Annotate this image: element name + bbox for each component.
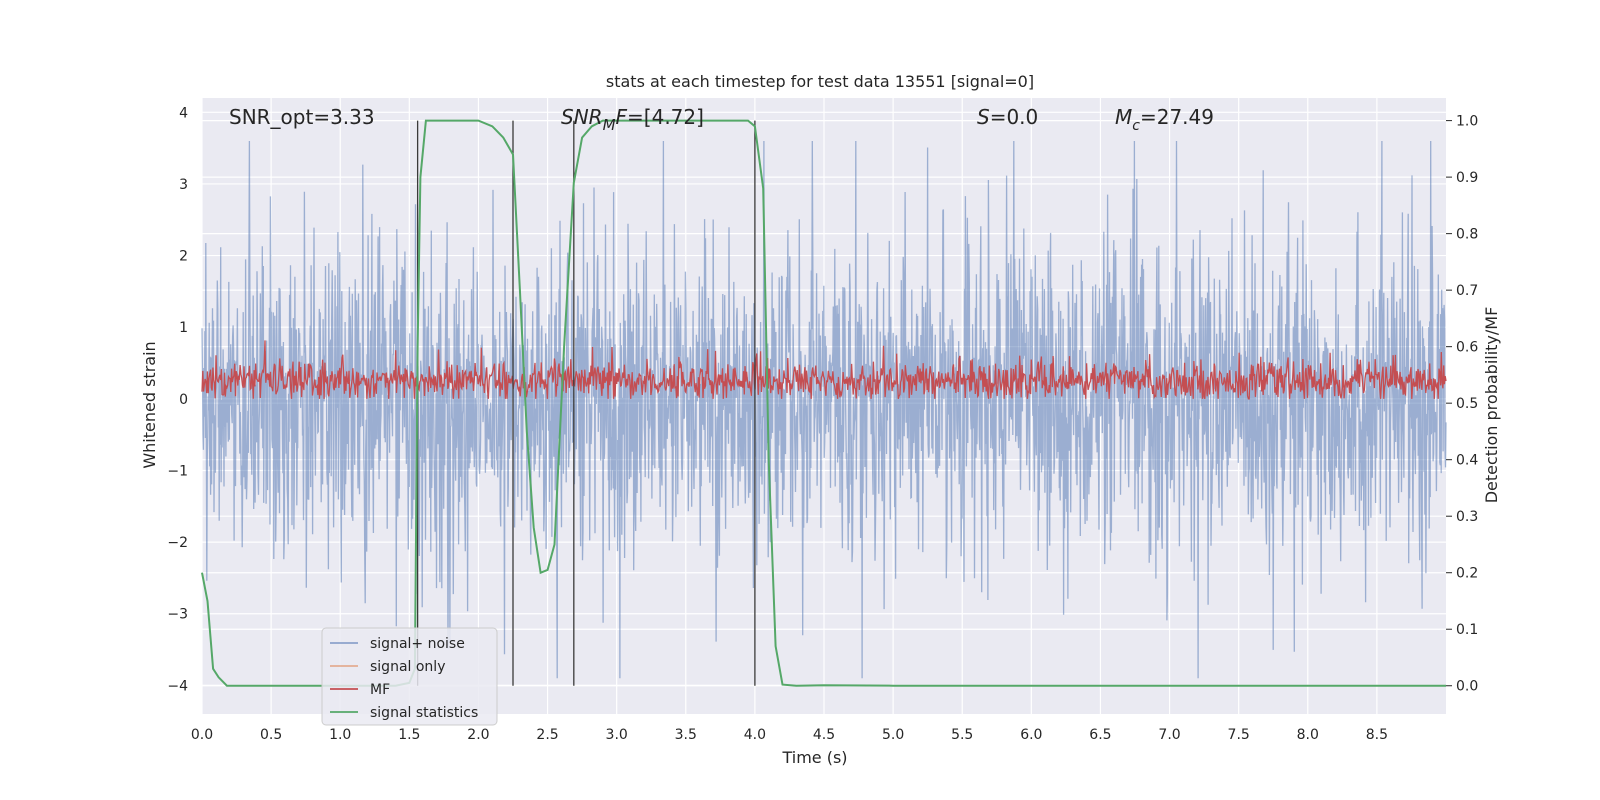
x-tick-label: 4.0 bbox=[744, 727, 766, 743]
y-left-tick-label: 2 bbox=[179, 249, 188, 265]
y-left-tick-label: 4 bbox=[179, 105, 188, 121]
mf-line bbox=[201, 340, 1447, 400]
x-tick-label: 8.0 bbox=[1297, 727, 1319, 743]
x-tick-label: 8.5 bbox=[1366, 727, 1388, 743]
legend-box bbox=[321, 627, 498, 726]
x-tick-label: 6.0 bbox=[1020, 727, 1042, 743]
y-right-tick-label: 0.7 bbox=[1456, 283, 1478, 299]
y-right-tick-label: 0.5 bbox=[1456, 396, 1478, 412]
x-tick-label: 7.5 bbox=[1228, 727, 1250, 743]
axis-ticks: 0.0 0.5 1.0 1.5 2.0 2.5 3.0 3.5 4.0 4.5 5.0 5.5 6.0 6… bbox=[167, 105, 1478, 743]
annotation-snr-opt: SNR_opt=3.33 bbox=[229, 105, 375, 129]
y-left-tick-label: 0 bbox=[179, 392, 188, 408]
x-tick-label: 4.5 bbox=[813, 727, 835, 743]
x-tick-label: 7.0 bbox=[1158, 727, 1180, 743]
y-right-tick-label: 0.8 bbox=[1456, 227, 1478, 243]
y-right-tick-label: 0.9 bbox=[1456, 170, 1478, 186]
x-tick-label: 5.5 bbox=[951, 727, 973, 743]
x-tick-label: 2.5 bbox=[536, 727, 558, 743]
y-axis-right-label: Detection probability/MF bbox=[1482, 307, 1501, 504]
y-left-tick-label: 3 bbox=[179, 177, 188, 193]
x-tick-label: 5.0 bbox=[882, 727, 904, 743]
y-left-tick-label: −2 bbox=[167, 535, 188, 551]
y-right-tick-label: 0.0 bbox=[1456, 679, 1478, 695]
y-right-tick-label: 0.2 bbox=[1456, 566, 1478, 582]
x-tick-label: 2.0 bbox=[467, 727, 489, 743]
series-mf bbox=[201, 340, 1447, 400]
y-left-tick-label: −3 bbox=[167, 607, 188, 623]
legend-label: signal only bbox=[370, 659, 445, 675]
annotation-s: S=0.0 bbox=[977, 105, 1038, 129]
legend-label: MF bbox=[370, 682, 390, 698]
y-right-tick-label: 0.1 bbox=[1456, 622, 1478, 638]
chart-title: stats at each timestep for test data 135… bbox=[606, 72, 1034, 91]
x-axis-label: Time (s) bbox=[781, 748, 847, 767]
y-right-tick-label: 1.0 bbox=[1456, 114, 1478, 130]
y-left-tick-label: 1 bbox=[179, 320, 188, 336]
y-axis-left-label: Whitened strain bbox=[140, 341, 159, 468]
x-tick-label: 0.0 bbox=[191, 727, 213, 743]
series-signal-noise bbox=[201, 140, 1447, 679]
legend: signal+ noise signal only MF signal statist… bbox=[321, 627, 498, 726]
annotation-mc: Mc=27.49 bbox=[1115, 105, 1214, 134]
x-tick-label: 3.0 bbox=[606, 727, 628, 743]
y-right-tick-label: 0.6 bbox=[1456, 340, 1478, 356]
legend-label: signal+ noise bbox=[370, 636, 465, 652]
y-right-tick-label: 0.4 bbox=[1456, 453, 1478, 469]
legend-label: signal statistics bbox=[370, 705, 478, 721]
y-left-tick-label: −4 bbox=[167, 678, 188, 694]
x-tick-label: 1.0 bbox=[329, 727, 351, 743]
y-right-tick-label: 0.3 bbox=[1456, 509, 1478, 525]
x-tick-label: 6.5 bbox=[1089, 727, 1111, 743]
signal-noise-line bbox=[201, 140, 1447, 679]
x-tick-label: 0.5 bbox=[260, 727, 282, 743]
x-tick-label: 3.5 bbox=[675, 727, 697, 743]
y-left-tick-label: −1 bbox=[167, 463, 188, 479]
x-tick-label: 1.5 bbox=[398, 727, 420, 743]
